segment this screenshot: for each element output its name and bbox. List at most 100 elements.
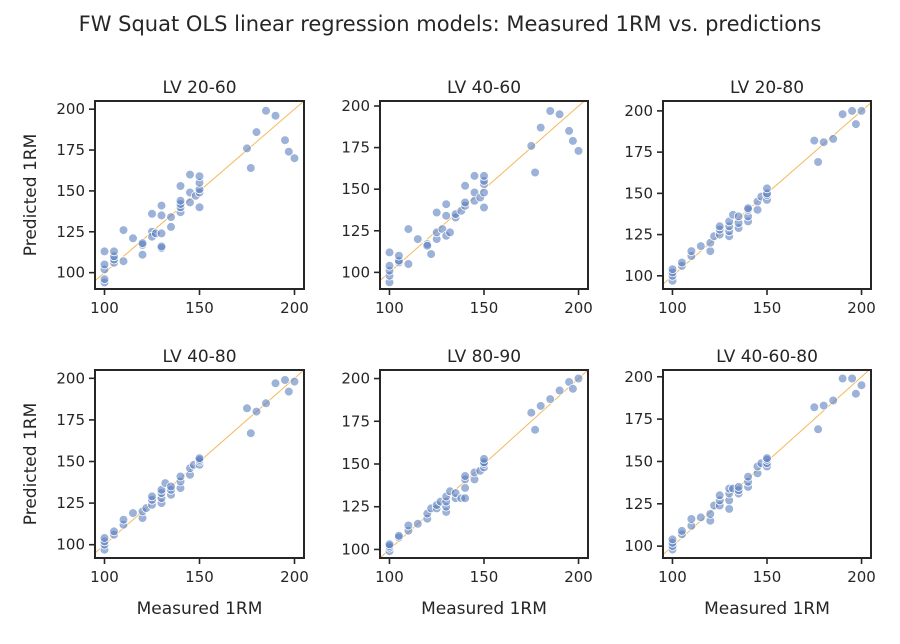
data-point	[156, 210, 167, 221]
data-point	[813, 157, 823, 167]
y-tick-label: 100	[56, 264, 85, 282]
data-point	[545, 106, 555, 116]
x-axis-label: Measured 1RM	[704, 599, 830, 619]
data-point	[128, 508, 138, 518]
data-point	[847, 373, 857, 384]
y-tick-label: 150	[56, 182, 85, 200]
data-point	[695, 512, 706, 523]
data-point	[479, 171, 489, 181]
data-point	[469, 171, 480, 181]
x-tick-label: 100	[375, 299, 404, 317]
data-point	[403, 520, 414, 531]
x-tick-label: 100	[90, 568, 119, 586]
data-point	[479, 187, 489, 198]
data-point	[137, 249, 148, 260]
data-point	[261, 398, 271, 409]
plot-area	[380, 370, 588, 558]
data-point	[185, 197, 195, 208]
data-point	[109, 526, 119, 537]
data-point	[175, 195, 186, 206]
data-point	[667, 264, 678, 275]
x-tick-label: 100	[375, 568, 404, 586]
data-point	[714, 490, 725, 501]
y-tick-label: 100	[341, 540, 370, 558]
data-point	[280, 135, 290, 146]
y-tick-label: 150	[341, 180, 370, 198]
data-point	[762, 183, 772, 194]
data-point	[128, 233, 138, 244]
y-tick-label: 150	[56, 453, 85, 471]
data-point	[384, 539, 395, 550]
x-tick-label: 200	[280, 568, 309, 586]
figure-title: FW Squat OLS linear regression models: M…	[79, 12, 822, 36]
y-tick-label: 175	[624, 410, 653, 428]
data-point	[752, 205, 763, 215]
data-point	[743, 203, 753, 214]
subplot-title: LV 20-80	[730, 78, 804, 98]
data-point	[568, 383, 578, 394]
data-point	[156, 200, 167, 211]
data-point	[412, 518, 423, 529]
data-point	[166, 481, 176, 492]
data-point	[118, 225, 129, 235]
data-point	[445, 227, 455, 238]
data-point	[109, 246, 119, 257]
data-point	[460, 181, 470, 191]
x-tick-label: 200	[564, 568, 593, 586]
data-point	[280, 375, 290, 385]
y-tick-label: 175	[341, 139, 370, 157]
data-point	[714, 221, 725, 232]
data-point	[564, 126, 574, 136]
data-point	[194, 202, 205, 213]
data-point	[166, 212, 176, 222]
y-tick-label: 150	[624, 184, 653, 202]
data-point	[251, 127, 262, 137]
x-tick-label: 150	[753, 568, 782, 586]
plot-area	[663, 101, 871, 286]
y-tick-label: 200	[624, 102, 653, 120]
data-point	[99, 274, 110, 285]
data-point	[403, 259, 414, 269]
data-point	[813, 424, 823, 435]
y-tick-label: 200	[341, 370, 370, 388]
x-tick-label: 200	[564, 299, 593, 317]
y-tick-label: 100	[624, 267, 653, 285]
subplot: 100 150 200 100 125 150 175 200 LV 40-60-80 Measu…	[624, 347, 876, 619]
data-point	[412, 234, 423, 244]
data-point	[479, 202, 489, 213]
data-point	[530, 424, 540, 435]
y-tick-label: 100	[56, 536, 85, 554]
y-tick-label: 100	[624, 537, 653, 555]
x-tick-label: 100	[90, 299, 119, 317]
data-point	[837, 109, 848, 119]
data-point	[156, 241, 167, 252]
data-point	[573, 146, 584, 156]
data-point	[242, 403, 252, 414]
data-point	[856, 380, 867, 391]
data-point	[733, 482, 744, 492]
x-tick-label: 150	[185, 568, 214, 586]
plot-area	[95, 370, 304, 555]
data-point	[137, 238, 148, 249]
y-axis-label: Predicted 1RM	[21, 134, 41, 257]
data-point	[828, 134, 838, 144]
subplot: 100 150 200 100 125 150 175 200 LV 80-90 Measured…	[341, 347, 593, 619]
data-point	[242, 143, 252, 154]
data-point	[99, 259, 110, 270]
data-point	[147, 209, 157, 219]
y-tick-label: 200	[56, 369, 85, 387]
subplot-title: LV 40-80	[162, 347, 236, 367]
y-tick-label: 175	[56, 411, 85, 429]
data-point	[677, 257, 687, 268]
data-point	[246, 163, 256, 173]
data-point	[194, 171, 205, 182]
subplot-title: LV 40-60	[447, 78, 521, 98]
subplot: 100 150 200 100 125 150 175 200 LV 40-60	[341, 78, 593, 317]
plot-area	[95, 101, 304, 288]
data-point	[851, 119, 861, 129]
y-tick-label: 200	[624, 368, 653, 386]
data-point	[837, 373, 848, 384]
data-point	[289, 376, 300, 387]
data-point	[194, 453, 205, 464]
